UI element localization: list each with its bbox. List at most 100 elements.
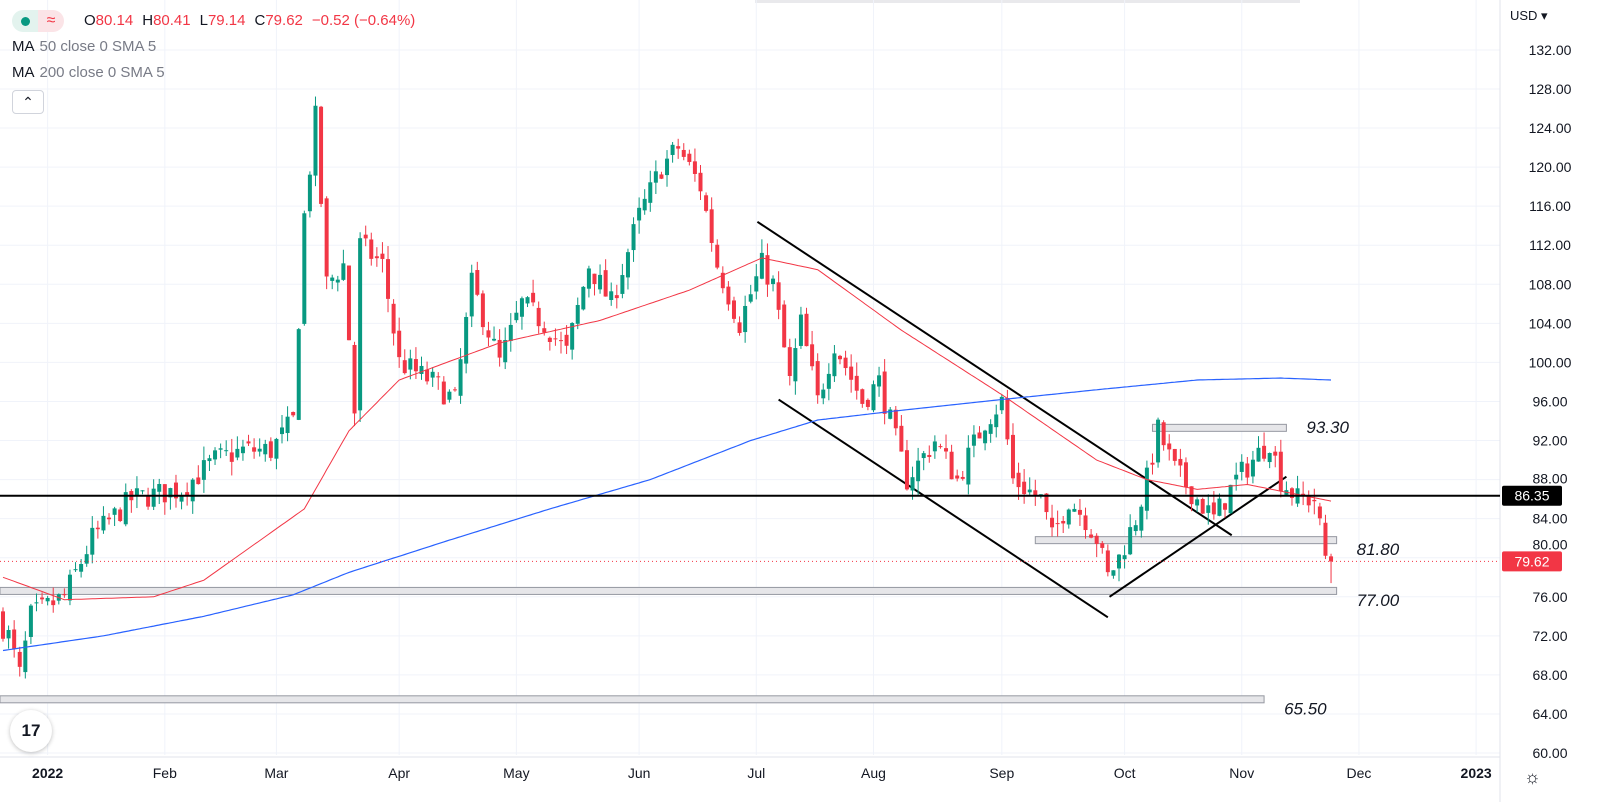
- candle: [1301, 481, 1306, 506]
- ma200-legend[interactable]: MA 200 close 0 SMA 5: [12, 60, 424, 86]
- candle: [676, 138, 681, 159]
- candle-body: [1223, 503, 1228, 510]
- candle-body: [983, 430, 988, 444]
- currency-selector[interactable]: USD ▾: [1510, 8, 1548, 23]
- candle: [1161, 420, 1166, 451]
- candle: [380, 242, 385, 273]
- candle-body: [190, 479, 195, 502]
- candle-body: [815, 361, 820, 396]
- candle: [441, 376, 446, 405]
- candle-body: [932, 441, 937, 452]
- candle: [17, 646, 22, 677]
- candle: [999, 394, 1004, 415]
- candle: [882, 359, 887, 425]
- candle-body: [330, 277, 335, 281]
- candle-body: [1055, 523, 1060, 525]
- candle-body: [916, 460, 921, 482]
- candle-body: [726, 286, 731, 305]
- candle-body: [631, 224, 636, 251]
- candle-body: [34, 602, 39, 604]
- candle-body: [966, 447, 971, 485]
- candle: [274, 437, 279, 470]
- candle-body: [235, 448, 240, 458]
- candle-body: [413, 359, 418, 372]
- candle-body: [12, 629, 17, 649]
- candles: [1, 96, 1334, 679]
- candle: [966, 435, 971, 495]
- candle-body: [358, 238, 363, 411]
- candle: [1061, 516, 1066, 533]
- candle-body: [553, 338, 558, 340]
- y-tick-label: 76.00: [1532, 589, 1567, 605]
- candle-body: [821, 389, 826, 399]
- candle-body: [452, 389, 457, 391]
- tradingview-logo[interactable]: 17: [10, 710, 52, 752]
- candle-body: [921, 453, 926, 459]
- candle: [916, 447, 921, 495]
- candle-body: [1323, 522, 1328, 556]
- candle: [737, 316, 742, 336]
- candle-body: [609, 291, 614, 300]
- low-value: 79.14: [207, 12, 246, 29]
- candle-body: [1273, 451, 1278, 456]
- y-tick-label: 108.00: [1529, 276, 1572, 292]
- candle: [983, 429, 988, 451]
- candle: [670, 141, 675, 163]
- candle-body: [1139, 506, 1144, 531]
- candle: [603, 259, 608, 297]
- candle-body: [804, 313, 809, 347]
- candle: [1094, 533, 1099, 558]
- candle-body: [201, 460, 206, 480]
- candle-body: [977, 432, 982, 439]
- candle: [681, 143, 686, 161]
- close-value: 79.62: [265, 12, 303, 29]
- candle-body: [581, 286, 586, 310]
- candle-body: [670, 144, 675, 155]
- candle: [793, 338, 798, 395]
- candle-body: [798, 314, 803, 346]
- candle-body: [525, 297, 530, 304]
- top-popup-edge: [755, 0, 1300, 3]
- candle: [56, 593, 61, 605]
- candle-body: [1083, 515, 1088, 531]
- candle: [1273, 446, 1278, 468]
- change-value: −0.52 (−0.64%): [311, 12, 416, 29]
- open-label: O: [84, 12, 96, 29]
- candle-body: [564, 334, 569, 346]
- candle: [581, 285, 586, 311]
- symbol-status-pill[interactable]: ≈: [12, 10, 64, 32]
- candle: [201, 446, 206, 493]
- candle: [748, 284, 753, 304]
- ma50-legend[interactable]: MA 50 close 0 SMA 5: [12, 34, 424, 60]
- candle: [553, 328, 558, 346]
- candle: [821, 383, 826, 405]
- candle-body: [107, 517, 112, 520]
- candle-body: [927, 454, 932, 457]
- candle-body: [782, 304, 787, 348]
- ma200-line: [2, 377, 1332, 652]
- y-tick-label: 128.00: [1529, 81, 1572, 97]
- candle-body: [79, 564, 84, 572]
- candle-body: [134, 488, 139, 496]
- candle-body: [536, 307, 541, 327]
- collapse-legend-button[interactable]: ⌃: [12, 90, 44, 114]
- candle-body: [28, 605, 33, 637]
- candle: [609, 282, 614, 306]
- candle: [1245, 456, 1250, 485]
- candle: [1267, 452, 1272, 469]
- candle: [598, 264, 603, 294]
- candle: [536, 301, 541, 334]
- candle-body: [994, 414, 999, 428]
- candle-body: [882, 371, 887, 414]
- candle-body: [1128, 527, 1133, 555]
- settings-icon[interactable]: ☼: [1524, 767, 1541, 787]
- candle: [34, 593, 39, 612]
- candle: [330, 274, 335, 290]
- candle-body: [252, 447, 257, 452]
- x-tick-label: Apr: [388, 765, 410, 781]
- ma50-name: MA: [12, 38, 35, 55]
- candle-body: [860, 389, 865, 404]
- candle: [252, 438, 257, 459]
- candle: [665, 150, 670, 187]
